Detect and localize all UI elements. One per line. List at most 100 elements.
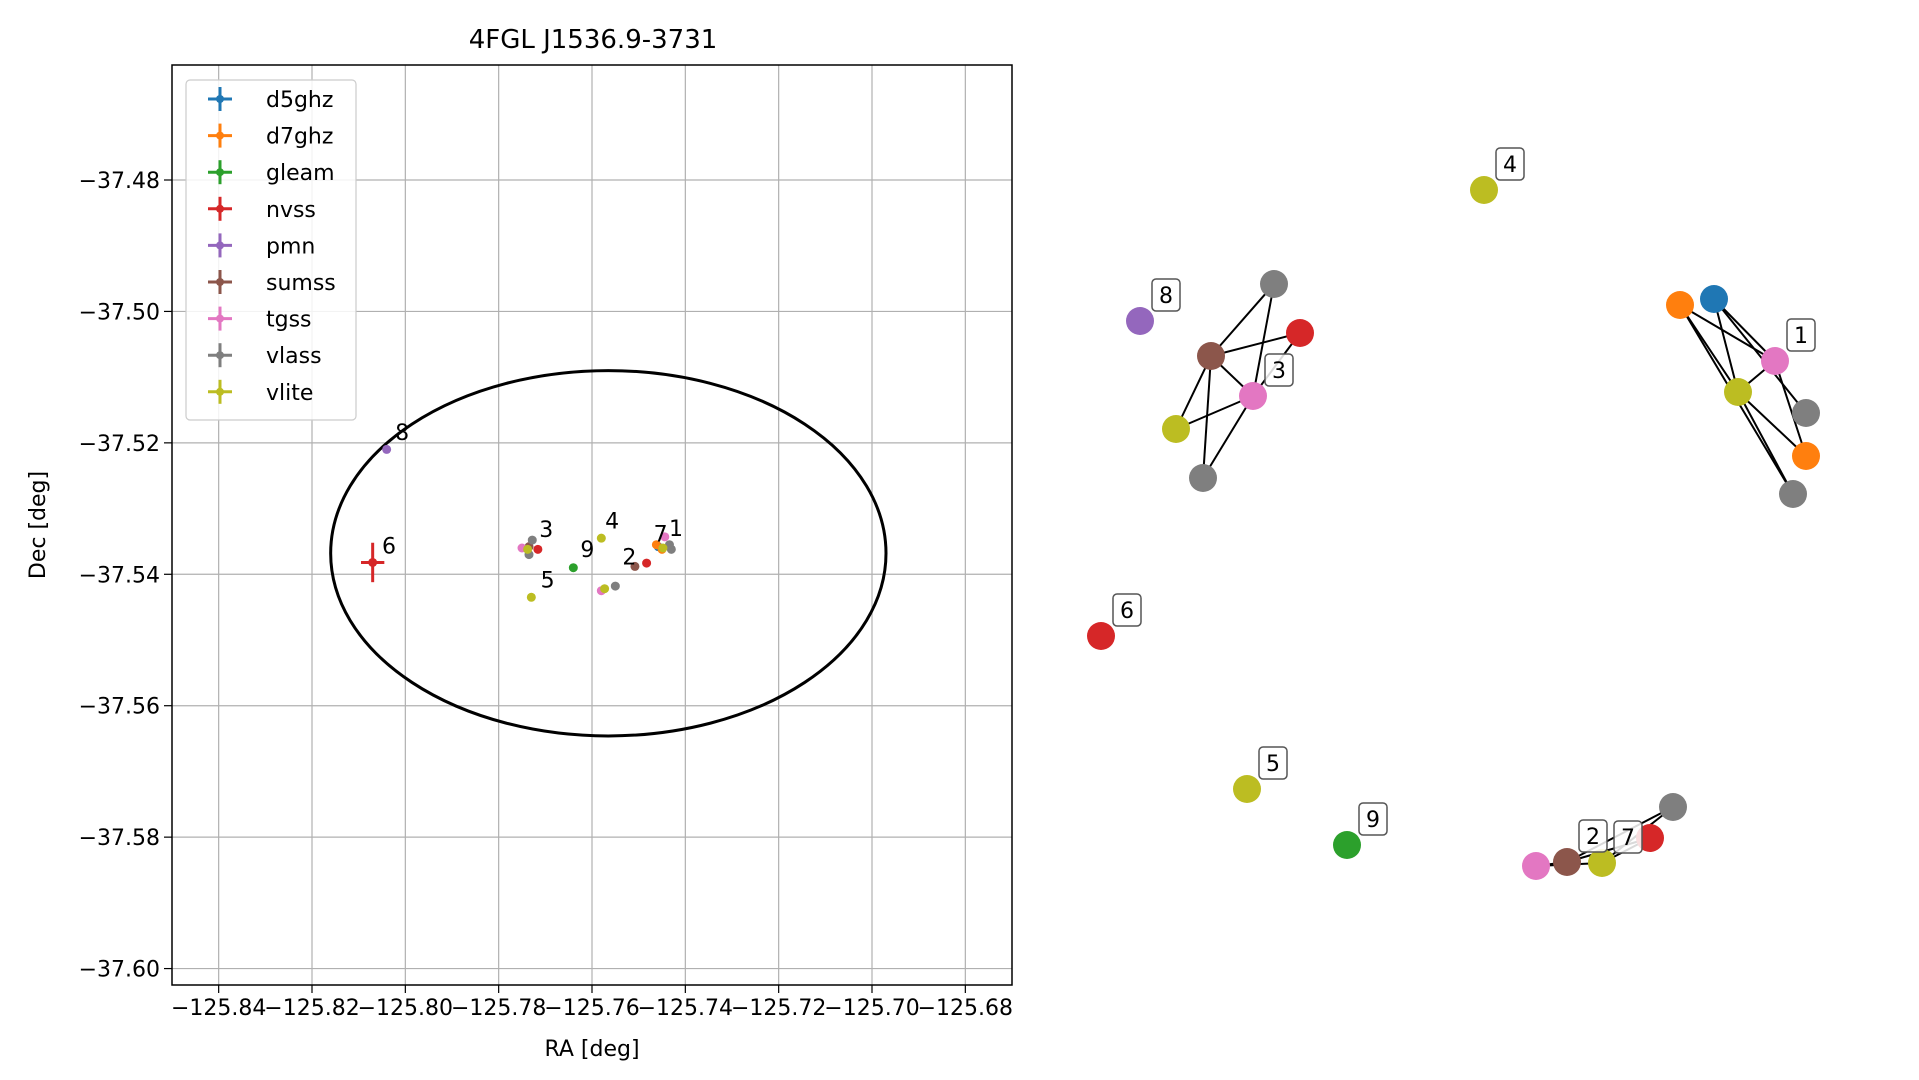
network-node: [1700, 285, 1728, 313]
network-node: [1724, 378, 1752, 406]
y-tick-label: −37.52: [79, 432, 160, 457]
y-tick-label: −37.58: [79, 826, 160, 851]
legend-label-d5ghz: d5ghz: [266, 88, 333, 113]
network-node: [1260, 270, 1288, 298]
network-node-label: 7: [1613, 820, 1643, 854]
x-tick-label: −125.76: [544, 996, 639, 1021]
legend-label-nvss: nvss: [266, 198, 316, 223]
network-edge: [1774, 360, 1807, 457]
node-label-text: 7: [1621, 826, 1635, 851]
node-label-text: 2: [1586, 825, 1600, 850]
localization-ellipse: [329, 369, 888, 738]
network-node: [1333, 831, 1361, 859]
y-tick-label: −37.56: [79, 695, 160, 720]
data-points: [361, 444, 676, 602]
network-node: [1666, 291, 1694, 319]
legend-dot-sumss: [216, 278, 224, 286]
node-label-box: [1578, 819, 1608, 853]
legend: d5ghz d7ghz gleam nvss pmn sumss tgss vlass vlit…: [185, 79, 357, 421]
network-node: [1659, 793, 1687, 821]
x-axis-label: RA [deg]: [544, 1037, 639, 1062]
network-node: [1761, 347, 1789, 375]
point-vlite: [658, 543, 668, 553]
point-pmn: [382, 444, 392, 454]
point-tgss: [660, 532, 670, 542]
y-axis-label: Dec [deg]: [26, 471, 51, 579]
cluster-label: 9: [580, 538, 594, 563]
network-node: [1553, 848, 1581, 876]
network-node-label: 5: [1258, 746, 1288, 780]
legend-dot-nvss: [216, 204, 224, 213]
network-edge: [1737, 391, 1807, 457]
legend-frame: [185, 79, 357, 421]
legend-dot-d5ghz: [216, 95, 224, 103]
x-tick-label: −125.80: [358, 996, 453, 1021]
y-tick-label: −37.60: [79, 958, 160, 983]
network-node: [1162, 415, 1190, 443]
cluster-labels: 1 2 3 4 5 6 7 8 9: [382, 421, 683, 593]
cluster-label: 3: [539, 518, 553, 543]
node-label-box: [1112, 593, 1142, 627]
node-label-text: 1: [1794, 324, 1808, 349]
y-tick-label: −37.50: [79, 300, 160, 325]
y-tick-label: −37.54: [79, 563, 160, 588]
network-node: [1792, 399, 1820, 427]
cluster-label: 4: [605, 509, 619, 534]
point-sumss: [630, 561, 640, 571]
y-tick-label: −37.48: [79, 169, 160, 194]
network-edge: [1210, 283, 1275, 357]
node-label-text: 3: [1272, 359, 1286, 384]
point-vlite: [523, 544, 533, 554]
legend-dot-vlite: [216, 387, 224, 396]
node-label-text: 9: [1366, 808, 1380, 833]
network-node: [1126, 307, 1154, 335]
point-vlite: [596, 533, 606, 543]
network-edge: [1679, 304, 1776, 362]
position-ellipse: [329, 369, 888, 738]
network-node: [1233, 775, 1261, 803]
network-node: [1087, 622, 1115, 650]
cluster-label: 1: [669, 517, 683, 542]
node-label-box: [1495, 147, 1525, 181]
point-vlass: [610, 581, 620, 591]
network-node-label: 4: [1495, 147, 1525, 181]
legend-label-vlass: vlass: [266, 344, 322, 369]
legend-dot-tgss: [216, 314, 224, 323]
network-edge: [1713, 298, 1776, 362]
point-nvss: [368, 557, 378, 567]
x-tick-label: −125.78: [451, 996, 546, 1021]
network-node: [1636, 824, 1664, 852]
x-tick-label: −125.74: [638, 996, 733, 1021]
cluster-label: 6: [382, 534, 396, 559]
legend-label-tgss: tgss: [266, 308, 312, 333]
network-edge: [1202, 395, 1254, 479]
network-edge: [1713, 298, 1807, 414]
point-vlite: [600, 584, 610, 594]
legend-label-pmn: pmn: [266, 234, 315, 259]
point-vlass: [527, 535, 537, 545]
network-node: [1792, 442, 1820, 470]
node-label-box: [1264, 353, 1294, 387]
network-node-labels: 4 8 3 1 6 5 9 2 7: [1112, 147, 1816, 854]
network-edge: [1737, 391, 1794, 495]
node-label-box: [1358, 802, 1388, 836]
legend-label-d7ghz: d7ghz: [266, 125, 333, 150]
node-label-text: 4: [1503, 153, 1517, 178]
legend-dot-pmn: [216, 241, 224, 250]
y-axis-ticks: −37.48 −37.50 −37.52 −37.54 −37.56 −37.58 −37.…: [79, 169, 172, 983]
network-node-label: 6: [1112, 593, 1142, 627]
legend-label-vlite: vlite: [266, 381, 313, 406]
network-nodes: [1087, 176, 1820, 880]
node-label-box: [1613, 820, 1643, 854]
legend-dot-vlass: [216, 351, 224, 360]
legend-label-sumss: sumss: [266, 271, 336, 296]
legend-dot-gleam: [216, 168, 224, 177]
node-label-text: 6: [1120, 599, 1134, 624]
network-node-label: 2: [1578, 819, 1608, 853]
point-gleam: [568, 563, 578, 573]
node-label-box: [1258, 746, 1288, 780]
cluster-label: 7: [654, 522, 668, 547]
point-nvss: [533, 544, 543, 554]
network-node: [1239, 382, 1267, 410]
